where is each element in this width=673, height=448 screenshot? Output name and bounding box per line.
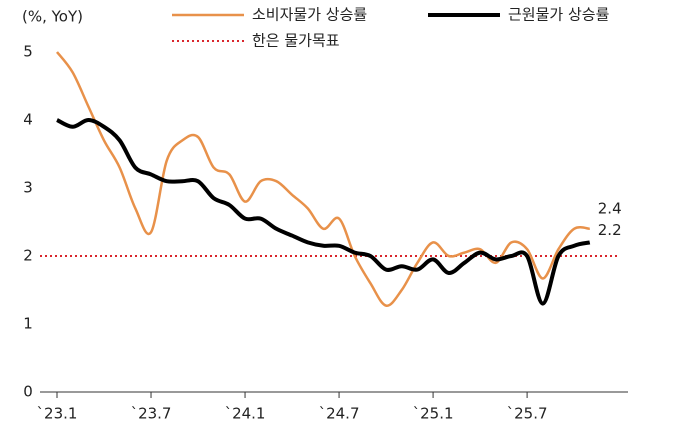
y-tick-label: 1 (23, 315, 33, 333)
x-tick-label: `25.1 (413, 405, 454, 423)
legend-label: 소비자물가 상승률 (252, 6, 367, 24)
x-tick-label: `23.7 (131, 405, 172, 423)
y-axis-label: (%, YoY) (22, 8, 83, 26)
y-tick-label: 3 (23, 179, 33, 197)
data-line (56, 51, 590, 307)
data-line (56, 118, 591, 306)
x-tick-label: `24.1 (225, 405, 266, 423)
value-label: 2.2 (598, 221, 622, 239)
x-tick-label: `25.7 (507, 405, 548, 423)
x-tick-label: `24.7 (319, 405, 360, 423)
y-tick-label: 5 (23, 43, 33, 61)
y-tick-label: 2 (23, 247, 33, 265)
x-tick-label: `23.1 (37, 405, 78, 423)
legend-label: 한은 물가목표 (252, 32, 340, 50)
y-tick-label: 0 (23, 383, 33, 401)
y-tick-label: 4 (23, 111, 33, 129)
legend-label: 근원물가 상승률 (508, 6, 610, 24)
value-label: 2.4 (598, 199, 622, 217)
